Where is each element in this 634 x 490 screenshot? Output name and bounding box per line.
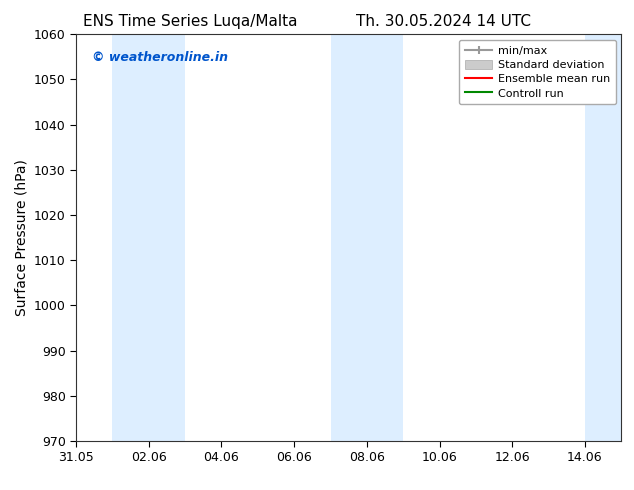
- Bar: [112, 34, 185, 441]
- Legend: min/max, Standard deviation, Ensemble mean run, Controll run: min/max, Standard deviation, Ensemble me…: [459, 40, 616, 104]
- Text: © weatheronline.in: © weatheronline.in: [93, 50, 228, 64]
- Bar: [585, 34, 621, 441]
- Text: Th. 30.05.2024 14 UTC: Th. 30.05.2024 14 UTC: [356, 14, 531, 29]
- Bar: [330, 34, 403, 441]
- Y-axis label: Surface Pressure (hPa): Surface Pressure (hPa): [14, 159, 29, 316]
- Text: ENS Time Series Luqa/Malta: ENS Time Series Luqa/Malta: [83, 14, 297, 29]
